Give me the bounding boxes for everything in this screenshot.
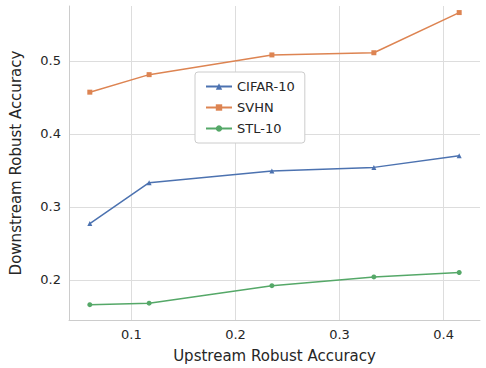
svg-text:CIFAR-10: CIFAR-10 (237, 79, 295, 94)
svg-text:0.4: 0.4 (40, 126, 61, 141)
svg-text:Upstream Robust Accuracy: Upstream Robust Accuracy (173, 347, 376, 365)
svg-text:SVHN: SVHN (237, 100, 274, 115)
svg-text:0.4: 0.4 (433, 327, 454, 342)
svg-text:0.2: 0.2 (40, 272, 61, 287)
svg-text:Downstream Robust Accuracy: Downstream Robust Accuracy (7, 51, 25, 276)
svg-text:0.5: 0.5 (40, 53, 61, 68)
svg-text:0.2: 0.2 (225, 327, 246, 342)
svg-text:STL-10: STL-10 (237, 121, 281, 136)
svg-text:0.1: 0.1 (121, 327, 142, 342)
svg-text:0.3: 0.3 (40, 199, 61, 214)
svg-text:0.3: 0.3 (329, 327, 350, 342)
